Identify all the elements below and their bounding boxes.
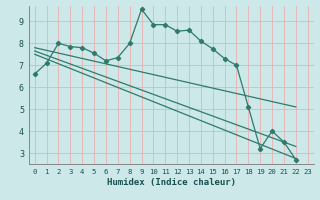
X-axis label: Humidex (Indice chaleur): Humidex (Indice chaleur)	[107, 178, 236, 187]
